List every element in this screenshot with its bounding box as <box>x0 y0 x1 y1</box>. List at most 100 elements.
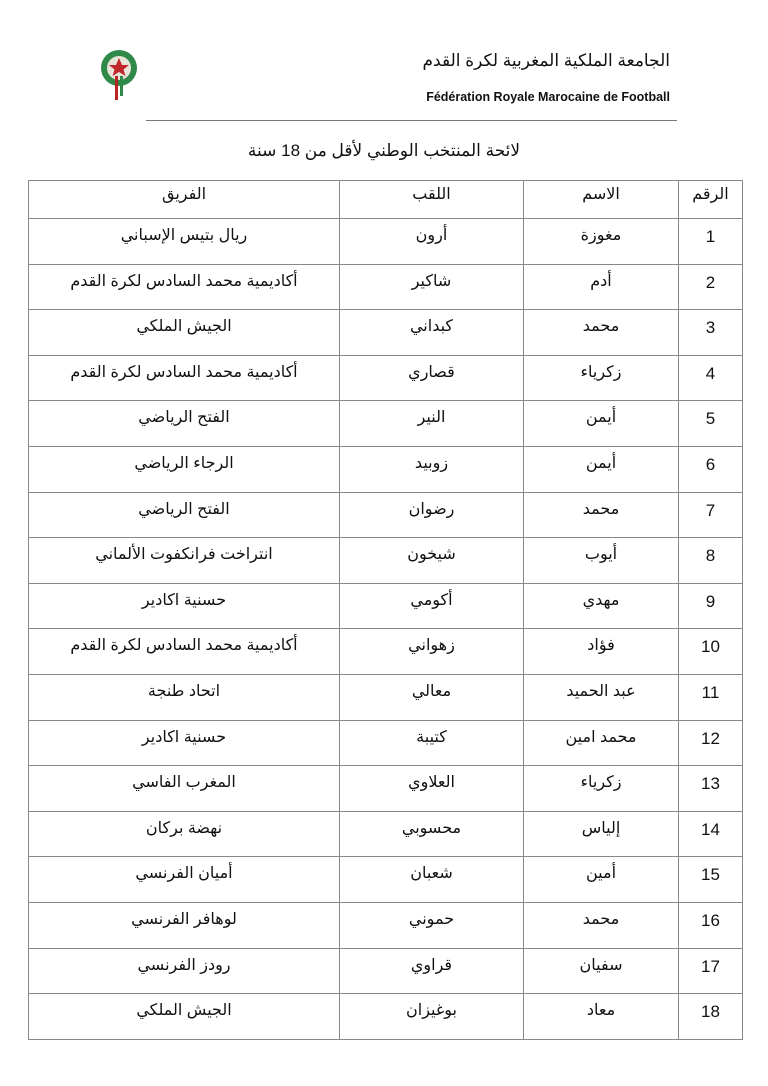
player-first-name: زكرياء <box>523 765 679 812</box>
player-number: 12 <box>678 719 743 767</box>
player-number: 3 <box>678 309 743 356</box>
player-first-name: إلياس <box>523 810 679 858</box>
table-row: 17 سفيان قراوي رودز الفرنسي <box>28 947 743 995</box>
player-first-name: مغوزة <box>523 218 679 265</box>
table-row: 1 مغوزة أرون ريال بتيس الإسباني <box>28 218 743 265</box>
player-team: حسنية اكادير <box>28 719 340 767</box>
table-row: 15 أمين شعبان أميان الفرنسي <box>28 856 743 903</box>
player-first-name: زكرياء <box>523 354 679 402</box>
player-first-name: مهدي <box>523 582 679 630</box>
player-team: رودز الفرنسي <box>28 947 340 995</box>
player-number: 18 <box>678 993 743 1040</box>
player-last-name: أكومي <box>339 582 524 630</box>
table-row: 6 أيمن زوبيد الرجاء الرياضي <box>28 445 743 493</box>
table-row: 2 أدم شاكير أكاديمية محمد السادس لكرة القدم <box>28 263 743 311</box>
player-team: الرجاء الرياضي <box>28 445 340 493</box>
player-team: أكاديمية محمد السادس لكرة القدم <box>28 263 340 311</box>
player-last-name: زهواني <box>339 628 524 675</box>
player-first-name: محمد <box>523 491 679 539</box>
player-team: نهضة بركان <box>28 810 340 858</box>
player-number: 7 <box>678 491 743 539</box>
document-title: لائحة المنتخب الوطني لأقل من 18 سنة <box>247 141 521 160</box>
player-first-name: عبد الحميد <box>523 673 679 721</box>
org-name-french: Fédération Royale Marocaine de Football <box>426 90 670 104</box>
player-first-name: فؤاد <box>523 628 679 675</box>
header-divider <box>146 120 677 121</box>
player-team: انتراخت فرانكفوت الألماني <box>28 537 340 584</box>
player-team: الفتح الرياضي <box>28 491 340 539</box>
player-number: 14 <box>678 810 743 858</box>
table-row: 13 زكرياء العلاوي المغرب الفاسي <box>28 765 743 812</box>
column-header-last-name: اللقب <box>339 180 524 219</box>
player-number: 2 <box>678 263 743 311</box>
table-row: 9 مهدي أكومي حسنية اكادير <box>28 582 743 630</box>
player-number: 5 <box>678 400 743 447</box>
table-row: 3 محمد كبداني الجيش الملكي <box>28 309 743 356</box>
player-number: 8 <box>678 537 743 584</box>
player-last-name: محسوبي <box>339 810 524 858</box>
player-first-name: أيمن <box>523 445 679 493</box>
column-header-number: الرقم <box>678 180 743 219</box>
table-row: 12 محمد امين كتيبة حسنية اكادير <box>28 719 743 767</box>
player-last-name: بوغيزان <box>339 993 524 1040</box>
player-team: اتحاد طنجة <box>28 673 340 721</box>
player-last-name: شاكير <box>339 263 524 311</box>
player-last-name: معالي <box>339 673 524 721</box>
player-last-name: أرون <box>339 218 524 265</box>
player-number: 16 <box>678 901 743 949</box>
player-last-name: قراوي <box>339 947 524 995</box>
player-last-name: شيخون <box>339 537 524 584</box>
table-row: 10 فؤاد زهواني أكاديمية محمد السادس لكرة ال… <box>28 628 743 675</box>
player-number: 11 <box>678 673 743 721</box>
player-last-name: قصاري <box>339 354 524 402</box>
table-header-row: الرقم الاسم اللقب الفريق <box>28 180 743 219</box>
player-number: 10 <box>678 628 743 675</box>
column-header-team: الفريق <box>28 180 340 219</box>
player-first-name: أمين <box>523 856 679 903</box>
org-name-arabic: الجامعة الملكية المغربية لكرة القدم <box>422 51 670 70</box>
player-last-name: كتيبة <box>339 719 524 767</box>
table-row: 11 عبد الحميد معالي اتحاد طنجة <box>28 673 743 721</box>
player-first-name: سفيان <box>523 947 679 995</box>
player-team: المغرب الفاسي <box>28 765 340 812</box>
player-number: 15 <box>678 856 743 903</box>
table-row: 5 أيمن النير الفتح الرياضي <box>28 400 743 447</box>
player-first-name: أدم <box>523 263 679 311</box>
player-last-name: العلاوي <box>339 765 524 812</box>
player-team: الجيش الملكي <box>28 993 340 1040</box>
player-team: الجيش الملكي <box>28 309 340 356</box>
player-team: أكاديمية محمد السادس لكرة القدم <box>28 628 340 675</box>
table-row: 14 إلياس محسوبي نهضة بركان <box>28 810 743 858</box>
player-first-name: معاد <box>523 993 679 1040</box>
player-last-name: النير <box>339 400 524 447</box>
player-last-name: رضوان <box>339 491 524 539</box>
player-team: ريال بتيس الإسباني <box>28 218 340 265</box>
player-last-name: حموني <box>339 901 524 949</box>
table-row: 18 معاد بوغيزان الجيش الملكي <box>28 993 743 1040</box>
frmf-logo <box>101 50 137 100</box>
player-first-name: أيوب <box>523 537 679 584</box>
player-team: حسنية اكادير <box>28 582 340 630</box>
player-number: 13 <box>678 765 743 812</box>
table-row: 16 محمد حموني لوهافر الفرنسي <box>28 901 743 949</box>
squad-table: الرقم الاسم اللقب الفريق 1 مغوزة أرون ريال … <box>28 180 743 1040</box>
table-row: 7 محمد رضوان الفتح الرياضي <box>28 491 743 539</box>
player-team: أكاديمية محمد السادس لكرة القدم <box>28 354 340 402</box>
player-number: 1 <box>678 218 743 265</box>
player-number: 4 <box>678 354 743 402</box>
player-number: 17 <box>678 947 743 995</box>
table-row: 8 أيوب شيخون انتراخت فرانكفوت الألماني <box>28 537 743 584</box>
column-header-first-name: الاسم <box>523 180 679 219</box>
table-row: 4 زكرياء قصاري أكاديمية محمد السادس لكرة ال… <box>28 354 743 402</box>
player-last-name: كبداني <box>339 309 524 356</box>
player-number: 9 <box>678 582 743 630</box>
player-first-name: أيمن <box>523 400 679 447</box>
player-team: الفتح الرياضي <box>28 400 340 447</box>
player-last-name: شعبان <box>339 856 524 903</box>
player-last-name: زوبيد <box>339 445 524 493</box>
player-team: لوهافر الفرنسي <box>28 901 340 949</box>
player-number: 6 <box>678 445 743 493</box>
player-first-name: محمد <box>523 309 679 356</box>
player-first-name: محمد <box>523 901 679 949</box>
player-team: أميان الفرنسي <box>28 856 340 903</box>
